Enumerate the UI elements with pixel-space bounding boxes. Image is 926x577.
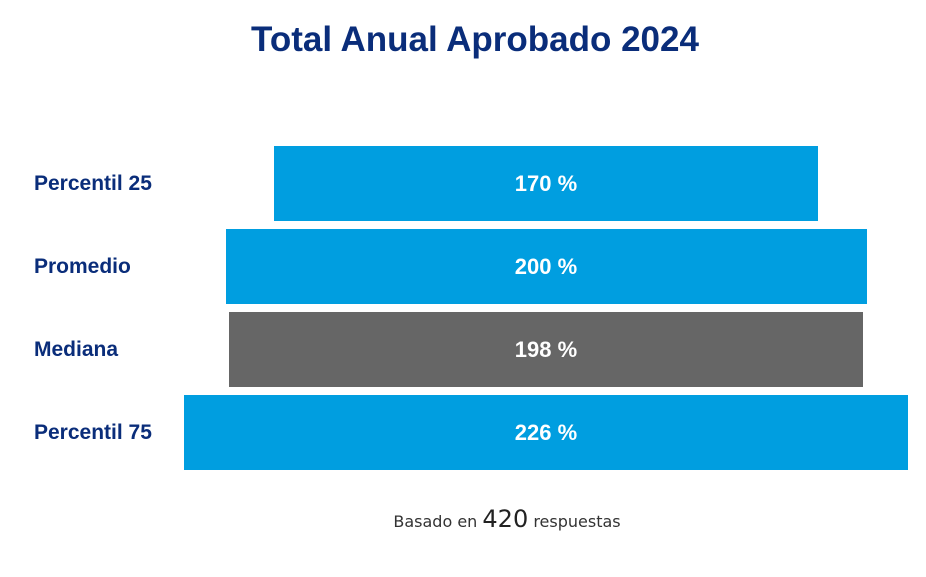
data-label: 198 %: [514, 336, 578, 362]
footer-prefix: Basado en: [393, 512, 478, 531]
footer-suffix: respuestas: [533, 512, 621, 531]
data-label: 226 %: [514, 419, 578, 445]
bar: 170 %: [273, 146, 819, 221]
chart-title: Total Anual Aprobado 2024: [251, 20, 699, 59]
bar: 200 %: [225, 229, 867, 304]
data-label: 170 %: [514, 170, 578, 196]
bar: 198 %: [228, 312, 864, 387]
category-label: Percentil 75: [34, 421, 152, 444]
footer-note: Basado en 420 respuestas: [0, 505, 926, 533]
response-count: 420: [482, 505, 529, 533]
category-label: Promedio: [34, 255, 131, 278]
category-label: Mediana: [34, 338, 119, 361]
bar: 226 %: [183, 395, 909, 470]
category-label: Percentil 25: [34, 172, 152, 195]
data-label: 200 %: [514, 253, 578, 279]
